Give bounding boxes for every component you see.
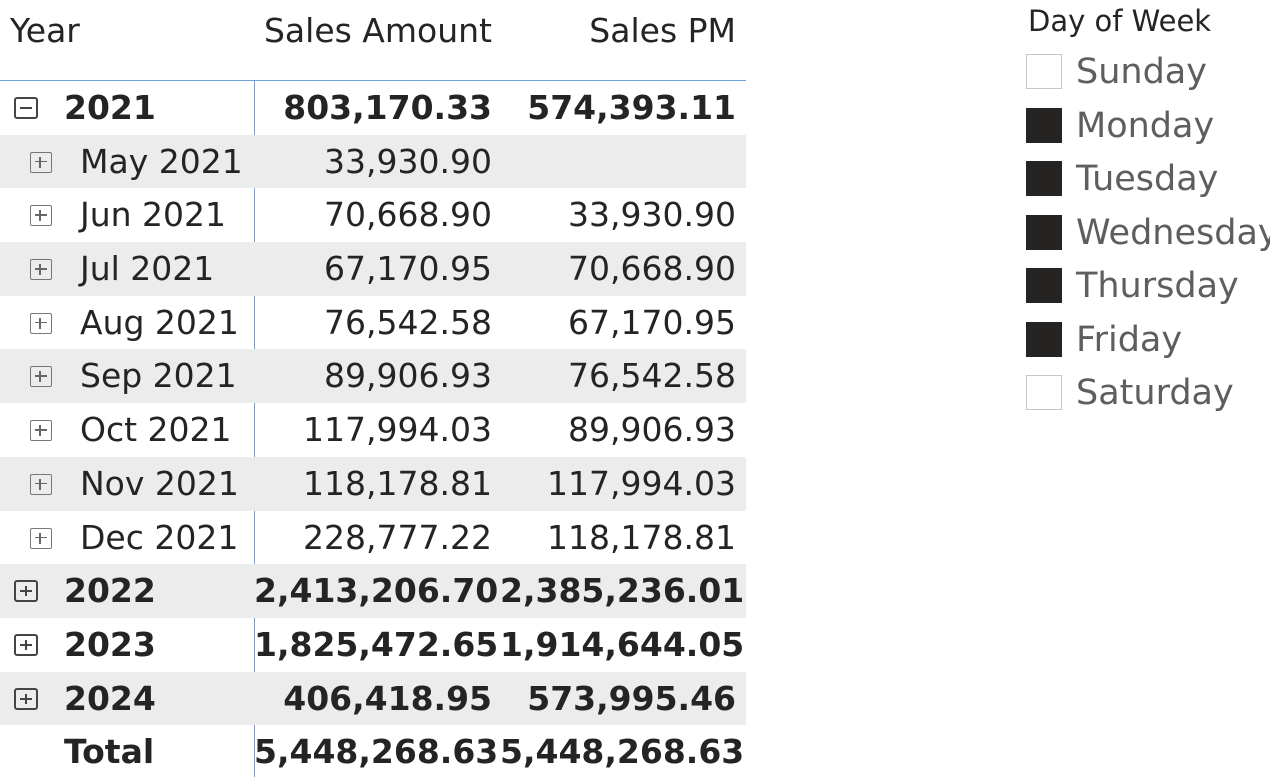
- sales-amount-value: 67,170.95: [324, 249, 492, 289]
- checkbox[interactable]: [1026, 268, 1062, 303]
- sales-pm-value: 573,995.46: [527, 678, 736, 718]
- sales-amount-value: 5,448,268.63: [254, 732, 499, 772]
- sales-pm-value: 67,170.95: [568, 302, 736, 342]
- slicer-item-label: Sunday: [1076, 52, 1207, 92]
- sales-amount-value: 118,178.81: [303, 463, 492, 503]
- month-row: Oct 2021 117,994.03 89,906.93: [0, 403, 746, 457]
- row-label: Aug 2021: [80, 302, 239, 342]
- expand-icon[interactable]: [30, 312, 52, 334]
- checkbox[interactable]: [1026, 322, 1062, 357]
- total-label: Total: [64, 732, 155, 772]
- slicer-item-wednesday[interactable]: Wednesday: [1026, 212, 1270, 253]
- expand-icon[interactable]: [30, 259, 52, 281]
- sales-pm-value: [500, 135, 736, 189]
- checkbox[interactable]: [1026, 108, 1062, 143]
- slicer-item-sunday[interactable]: Sunday: [1026, 51, 1270, 92]
- row-label: 2021: [64, 88, 156, 127]
- month-row: May 2021 33,930.90: [0, 134, 746, 189]
- year-row-2024: 2024 406,418.95 573,995.46: [0, 671, 746, 726]
- matrix-header: Year Sales Amount Sales PM: [0, 0, 746, 81]
- sales-amount-value: 1,825,472.65: [254, 624, 499, 664]
- header-sales-pm[interactable]: Sales PM: [589, 11, 736, 50]
- slicer-item-monday[interactable]: Monday: [1026, 105, 1270, 146]
- row-label: 2024: [64, 678, 156, 718]
- slicer-item-tuesday[interactable]: Tuesday: [1026, 158, 1270, 199]
- sales-pm-value: 5,448,268.63: [500, 732, 745, 772]
- month-row: Dec 2021 228,777.22 118,178.81: [0, 511, 746, 565]
- month-row: Sep 2021 89,906.93 76,542.58: [0, 349, 746, 404]
- slicer-item-label: Thursday: [1076, 266, 1239, 306]
- month-row: Nov 2021 118,178.81 117,994.03: [0, 456, 746, 511]
- expand-icon[interactable]: [30, 366, 52, 388]
- matrix-body: 2021 803,170.33 574,393.11 May 2021 33,9…: [0, 81, 746, 779]
- year-row-2022: 2022 2,413,206.70 2,385,236.01: [0, 564, 746, 618]
- row-label: Sep 2021: [80, 356, 237, 396]
- sales-pm-value: 70,668.90: [568, 249, 736, 289]
- sales-pm-value: 1,914,644.05: [500, 624, 745, 664]
- row-label: Oct 2021: [80, 410, 232, 450]
- total-row: Total 5,448,268.63 5,448,268.63: [0, 725, 746, 779]
- slicer-item-label: Saturday: [1076, 373, 1234, 413]
- slicer-item-thursday[interactable]: Thursday: [1026, 265, 1270, 306]
- slicer-title: Day of Week: [1028, 4, 1212, 38]
- collapse-icon[interactable]: [14, 97, 38, 119]
- sales-pm-value: 76,542.58: [568, 356, 736, 396]
- expand-icon[interactable]: [14, 633, 38, 656]
- year-row-2021: 2021 803,170.33 574,393.11: [0, 81, 746, 135]
- row-label: Dec 2021: [80, 517, 239, 557]
- row-label: Jun 2021: [80, 195, 227, 235]
- sales-amount-value: 228,777.22: [303, 517, 492, 557]
- sales-amount-value: 2,413,206.70: [254, 571, 499, 611]
- checkbox[interactable]: [1026, 215, 1062, 250]
- sales-pm-value: 33,930.90: [568, 195, 736, 235]
- expand-icon[interactable]: [30, 151, 52, 173]
- header-year[interactable]: Year: [10, 11, 80, 50]
- row-header-divider: [254, 80, 255, 777]
- row-label: 2023: [64, 624, 156, 664]
- sales-amount-value: 76,542.58: [324, 302, 492, 342]
- sales-amount-value: 117,994.03: [303, 410, 492, 450]
- month-row: Jun 2021 70,668.90 33,930.90: [0, 188, 746, 242]
- sales-amount-value: 33,930.90: [324, 141, 492, 181]
- sales-pm-value: 117,994.03: [547, 463, 736, 503]
- row-label: Jul 2021: [80, 249, 215, 289]
- slicer-item-label: Monday: [1076, 106, 1215, 146]
- sales-amount-value: 89,906.93: [324, 356, 492, 396]
- sales-pm-value: 2,385,236.01: [500, 571, 745, 611]
- header-sales-amount[interactable]: Sales Amount: [263, 11, 492, 50]
- checkbox[interactable]: [1026, 375, 1062, 410]
- sales-amount-value: 70,668.90: [324, 195, 492, 235]
- expand-icon[interactable]: [30, 473, 52, 495]
- sales-pm-value: 118,178.81: [547, 517, 736, 557]
- expand-icon[interactable]: [14, 687, 38, 710]
- slicer-item-saturday[interactable]: Saturday: [1026, 372, 1270, 413]
- expand-icon[interactable]: [30, 527, 52, 549]
- sales-pm-value: 89,906.93: [568, 410, 736, 450]
- slicer-item-label: Friday: [1076, 320, 1183, 360]
- row-label: Nov 2021: [80, 463, 239, 503]
- checkbox[interactable]: [1026, 161, 1062, 196]
- month-row: Aug 2021 76,542.58 67,170.95: [0, 296, 746, 350]
- sales-amount-value: 803,170.33: [283, 88, 492, 127]
- slicer-item-friday[interactable]: Friday: [1026, 319, 1270, 360]
- slicer-item-label: Wednesday: [1076, 213, 1270, 253]
- expand-icon[interactable]: [14, 580, 38, 603]
- sales-amount-value: 406,418.95: [283, 678, 492, 718]
- year-row-2023: 2023 1,825,472.65 1,914,644.05: [0, 618, 746, 672]
- sales-pm-value: 574,393.11: [527, 88, 736, 127]
- row-label: 2022: [64, 571, 156, 611]
- expand-icon[interactable]: [30, 205, 52, 227]
- checkbox[interactable]: [1026, 54, 1062, 89]
- month-row: Jul 2021 67,170.95 70,668.90: [0, 242, 746, 296]
- slicer-item-label: Tuesday: [1076, 159, 1219, 199]
- row-label: May 2021: [80, 141, 243, 181]
- expand-icon[interactable]: [30, 420, 52, 442]
